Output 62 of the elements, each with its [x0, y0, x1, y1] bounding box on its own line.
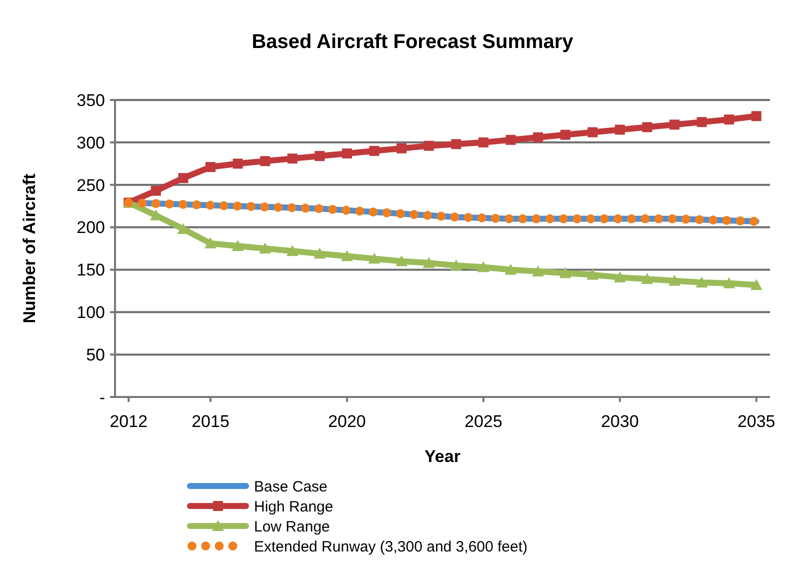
point	[206, 162, 216, 172]
x-axis-title: Year	[424, 447, 461, 466]
chart-title: Based Aircraft Forecast Summary	[252, 31, 574, 53]
point	[586, 268, 599, 280]
point	[396, 255, 408, 266]
point	[259, 242, 272, 254]
point	[614, 124, 625, 135]
point	[642, 122, 652, 132]
y-tick-label: 200	[76, 218, 105, 238]
point	[696, 276, 708, 288]
y-tick-label: 350	[76, 90, 105, 110]
point	[477, 261, 490, 272]
point	[340, 250, 353, 262]
point	[450, 259, 462, 270]
y-tick-label: 100	[76, 303, 105, 322]
legend-label: High Range	[254, 498, 334, 516]
x-tick-label: 2020	[328, 412, 366, 431]
point	[314, 248, 326, 259]
y-tick-label: 50	[86, 346, 105, 365]
point	[724, 114, 734, 125]
point	[451, 139, 462, 150]
point	[424, 140, 434, 151]
y-tick-label: -	[99, 388, 105, 407]
point	[150, 186, 161, 196]
point	[614, 271, 626, 282]
point	[204, 237, 217, 248]
point	[368, 252, 380, 264]
point	[668, 274, 680, 286]
x-tick-label: 2035	[737, 412, 776, 431]
point	[560, 130, 570, 140]
point	[504, 264, 517, 275]
point	[669, 120, 680, 130]
x-tick-label: 2030	[600, 412, 639, 431]
legend-label: Extended Runway (3,300 and 3,600 feet)	[254, 538, 528, 556]
x-tick-label: 2012	[110, 412, 148, 431]
point	[396, 143, 407, 154]
y-axis-title: Number of Aircraft	[20, 173, 39, 324]
y-tick-label: 150	[76, 260, 105, 280]
point	[750, 278, 762, 290]
point	[533, 132, 544, 142]
point	[286, 245, 298, 256]
legend-label: Low Range	[254, 518, 330, 536]
x-tick-label: 2015	[192, 412, 230, 431]
point	[751, 111, 762, 122]
point	[723, 277, 736, 288]
point	[369, 146, 380, 156]
y-tick-label: 250	[76, 176, 105, 195]
point	[532, 265, 544, 276]
point	[232, 240, 244, 251]
point	[506, 134, 516, 145]
legend-label: Base Case	[254, 478, 328, 496]
point	[232, 158, 243, 169]
point	[422, 256, 435, 268]
point	[287, 154, 298, 164]
point	[559, 267, 572, 278]
point	[696, 117, 707, 128]
y-tick-label: 300	[76, 133, 105, 152]
x-tick-label: 2025	[464, 412, 502, 431]
point	[260, 156, 270, 166]
point	[588, 127, 598, 138]
point	[641, 273, 654, 284]
point	[178, 173, 188, 184]
